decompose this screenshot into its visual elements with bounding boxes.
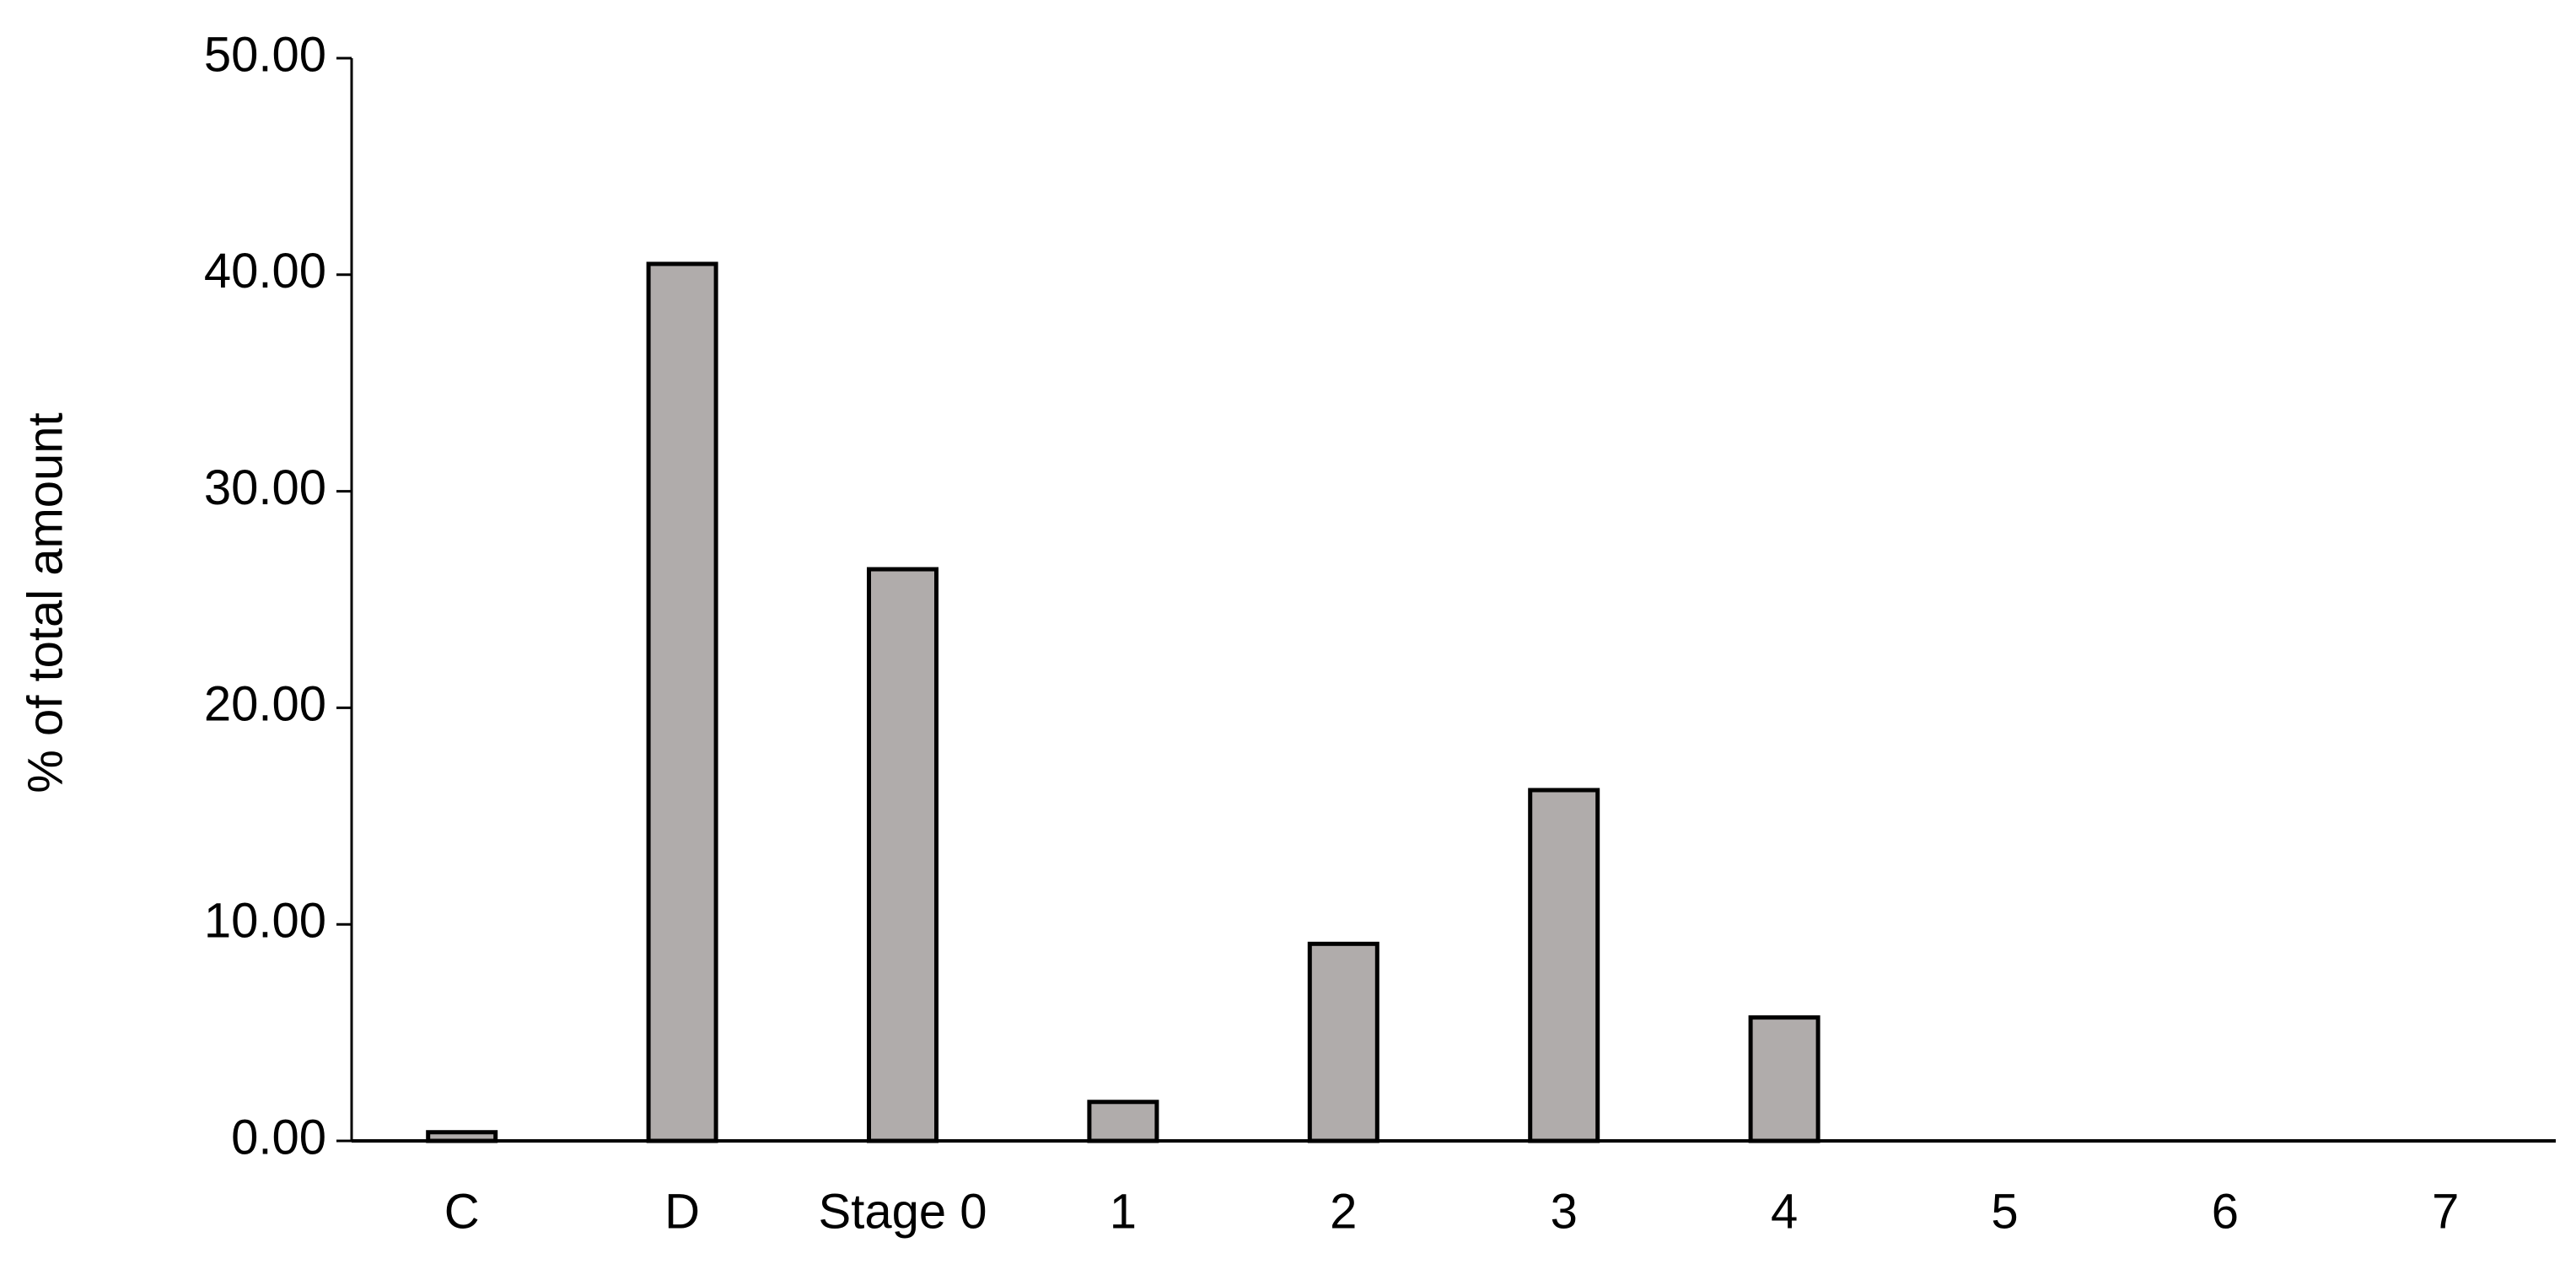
bar [646,261,718,1143]
x-tick-label: 6 [2212,1184,2239,1239]
x-tick-label: Stage 0 [819,1184,987,1239]
bar [867,567,938,1143]
y-tick-label: 50.00 [204,27,326,82]
x-tick-label: C [444,1184,480,1239]
bar [1528,788,1600,1143]
y-tick-label: 40.00 [204,244,326,299]
x-tick-label: 3 [1551,1184,1578,1239]
x-tick-label: D [664,1184,700,1239]
bar [1307,941,1379,1143]
y-tick-label: 10.00 [204,894,326,949]
bar [1748,1015,1820,1143]
x-tick-label: 2 [1330,1184,1357,1239]
x-tick-label: 5 [1991,1184,2018,1239]
x-tick-label: 1 [1110,1184,1137,1239]
x-tick-label: 7 [2432,1184,2459,1239]
y-tick-label: 0.00 [231,1110,326,1164]
y-axis-label: % of total amount [18,412,73,793]
x-tick-label: 4 [1771,1184,1798,1239]
y-tick-label: 30.00 [204,460,326,515]
y-tick-label: 20.00 [204,677,326,732]
bar [1087,1100,1159,1143]
